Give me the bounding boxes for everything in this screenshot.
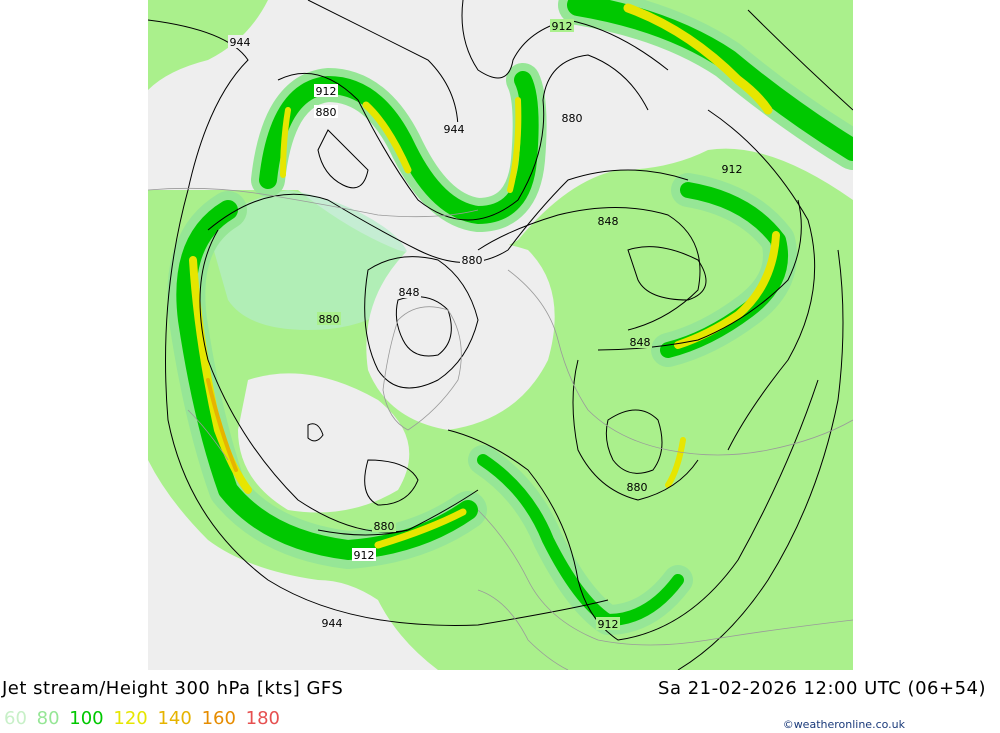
forecast-datetime: Sa 21-02-2026 12:00 UTC (06+54) [658, 678, 986, 699]
jet-band-nw-core [259, 71, 539, 224]
jet-band-se-core [477, 454, 684, 626]
legend-item: 180 [245, 708, 281, 729]
contour-label: 912 [316, 85, 337, 98]
contour-label: 848 [598, 215, 619, 228]
coastlines [148, 187, 853, 670]
jet-band-ne-max [623, 3, 773, 115]
contour-label: 880 [316, 106, 337, 119]
jet-band-west-max2 [206, 378, 238, 472]
contour-label: 912 [598, 618, 619, 631]
jet-band-se2-max [665, 437, 686, 488]
contour-label: 944 [444, 123, 465, 136]
contour-label: 848 [630, 336, 651, 349]
contour-label: 880 [562, 112, 583, 125]
jet-stream-map: 944 912 912 880 944 880 912 848 880 848 … [148, 0, 853, 670]
legend-item: 60 [4, 708, 27, 729]
contour-labels: 944 912 912 880 944 880 912 848 880 848 … [228, 19, 744, 631]
speed-legend: 60 80 100 120 140 160 180 [4, 708, 284, 729]
legend-item: 140 [157, 708, 192, 729]
map-title: Jet stream/Height 300 hPa [kts] GFS [2, 678, 344, 699]
jet-band-e-max [674, 231, 780, 349]
contour-label: 944 [230, 36, 251, 49]
jet-band-south-max [374, 508, 467, 549]
jet-band-nw-max2 [280, 107, 291, 178]
legend-item: 120 [113, 708, 148, 729]
contour-label: 944 [322, 617, 343, 630]
jet-zone-60c [568, 0, 853, 160]
contour-label: 912 [722, 163, 743, 176]
contour-label: 848 [399, 286, 420, 299]
height-contours [148, 0, 853, 670]
contour-label: 880 [374, 520, 395, 533]
contour-label: 880 [627, 481, 648, 494]
jet-band-n-max [507, 97, 522, 193]
legend-item: 80 [36, 708, 60, 729]
jet-band-nw-max [362, 101, 412, 174]
weak-zone-3 [238, 373, 410, 513]
weak-zone [208, 190, 411, 330]
contour-label: 880 [462, 254, 483, 267]
credit-link[interactable]: ©weatheronline.co.uk [782, 718, 905, 731]
contour-label: 880 [319, 313, 340, 326]
legend-item: 100 [69, 708, 104, 729]
contour-label: 912 [552, 20, 573, 33]
contour-label: 912 [354, 549, 375, 562]
jet-zone-60b [148, 0, 268, 90]
jet-band-ne-core [567, 0, 853, 161]
legend-item: 160 [201, 708, 236, 729]
